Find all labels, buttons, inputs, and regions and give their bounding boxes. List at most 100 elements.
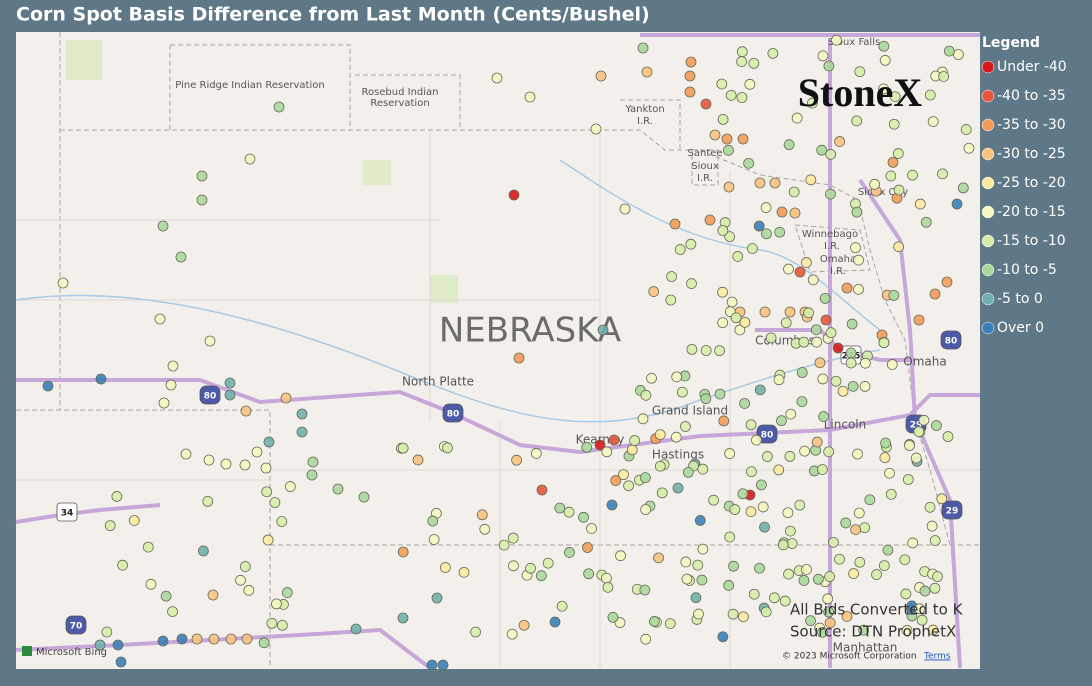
bid-point xyxy=(277,619,288,631)
bid-point xyxy=(811,436,823,448)
bid-point xyxy=(717,286,728,298)
bid-point xyxy=(167,606,178,617)
bid-point xyxy=(685,56,697,68)
bid-point xyxy=(717,225,729,236)
bid-point xyxy=(224,389,236,401)
bid-point xyxy=(271,598,282,610)
map-background xyxy=(16,32,980,669)
bid-point xyxy=(57,277,69,289)
legend-swatch xyxy=(981,176,995,190)
bid-point xyxy=(640,504,652,515)
bid-point xyxy=(938,71,950,82)
bid-point xyxy=(700,393,712,405)
place-label: Yankton xyxy=(624,104,664,115)
legend: Under -40 -40 to -35 -35 to -30 -30 to -25 -… xyxy=(981,59,1067,336)
shield xyxy=(756,424,778,444)
bid-point xyxy=(746,466,757,478)
bid-point xyxy=(608,434,620,446)
bid-point xyxy=(491,72,503,84)
bid-point xyxy=(431,592,443,604)
bid-point xyxy=(823,446,835,458)
bid-point xyxy=(111,491,123,502)
bid-point xyxy=(725,89,737,101)
shield xyxy=(199,385,221,405)
bid-point xyxy=(941,276,953,288)
bid-point xyxy=(716,78,728,90)
bid-point xyxy=(885,488,897,500)
bid-point xyxy=(738,611,749,623)
shield xyxy=(65,615,87,635)
bid-point xyxy=(823,60,835,72)
attribution-provider: Microsoft Bing xyxy=(36,647,107,658)
bid-point xyxy=(751,434,762,446)
bid-point xyxy=(832,342,844,354)
bid-point xyxy=(885,170,897,182)
note: All Bids Converted to K xyxy=(790,601,964,619)
bid-point xyxy=(235,574,246,586)
shield-label: 70 xyxy=(70,622,83,632)
place-label: Grand Island xyxy=(652,404,728,418)
rivers xyxy=(15,159,881,423)
bid-point xyxy=(817,373,829,385)
bid-point xyxy=(664,618,676,630)
legend-label: -5 to 0 xyxy=(997,291,1043,307)
bid-point xyxy=(273,101,285,113)
bid-point xyxy=(755,479,767,491)
legend-swatch xyxy=(981,147,995,161)
bid-point xyxy=(824,617,836,629)
bid-point xyxy=(160,590,172,602)
bid-point xyxy=(851,206,863,218)
bid-point xyxy=(931,420,942,431)
bid-point xyxy=(927,116,939,127)
bid-point xyxy=(704,214,716,226)
bid-point xyxy=(852,448,863,460)
bid-point xyxy=(936,493,948,505)
bid-point xyxy=(728,560,739,572)
legend-swatch xyxy=(981,60,995,74)
bid-point xyxy=(727,608,739,620)
bid-point xyxy=(893,241,905,253)
legend-swatch xyxy=(981,205,995,219)
bid-point xyxy=(639,584,651,596)
legend-label: -10 to -5 xyxy=(997,262,1057,278)
bid-point xyxy=(251,446,263,458)
shield xyxy=(941,500,963,520)
bid-point xyxy=(762,451,773,462)
bid-point xyxy=(736,92,748,103)
bid-point xyxy=(623,480,634,492)
bid-point xyxy=(142,541,154,553)
bid-point xyxy=(847,380,859,392)
bid-point xyxy=(902,474,914,485)
bid-point xyxy=(724,231,736,243)
bid-point xyxy=(586,523,597,534)
bid-point xyxy=(692,559,704,571)
bid-point xyxy=(511,454,522,466)
bid-point xyxy=(960,124,972,135)
bid-point xyxy=(686,278,697,289)
bid-point xyxy=(937,168,948,180)
bid-point xyxy=(542,557,554,569)
bid-point xyxy=(848,568,860,579)
legend-swatch xyxy=(981,263,995,277)
bid-point xyxy=(507,532,519,544)
bid-point xyxy=(801,564,812,575)
bid-point xyxy=(759,306,771,318)
bid-point xyxy=(822,593,834,605)
bid-point xyxy=(907,169,918,181)
bid-point xyxy=(104,520,116,532)
bid-point xyxy=(180,448,192,460)
bid-point xyxy=(220,458,232,470)
legend-title: Legend xyxy=(982,35,1040,51)
bid-point xyxy=(208,633,220,645)
bid-point xyxy=(859,381,871,392)
place-label: Rosebud Indian xyxy=(361,87,438,98)
bid-point xyxy=(879,452,891,464)
bid-point xyxy=(202,496,214,507)
bid-point xyxy=(601,572,612,584)
terms-link[interactable]: Terms xyxy=(923,652,951,662)
bid-point xyxy=(798,575,810,586)
bid-point xyxy=(743,157,755,169)
legend-label: Over 0 xyxy=(997,320,1044,336)
bid-point xyxy=(854,66,866,78)
